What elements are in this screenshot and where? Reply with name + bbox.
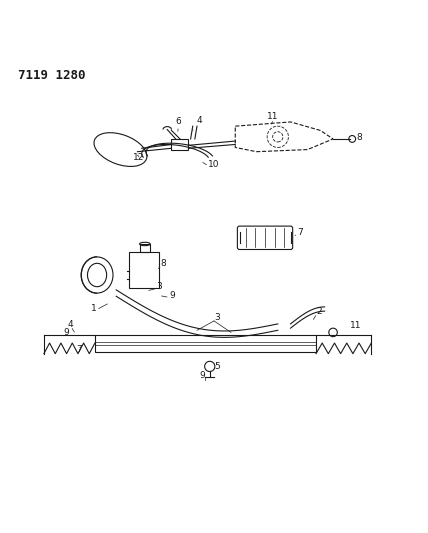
Text: 3: 3 [157, 281, 162, 290]
Text: 4: 4 [67, 320, 73, 329]
Text: 11: 11 [350, 321, 362, 330]
Text: 7: 7 [297, 228, 303, 237]
Text: 10: 10 [208, 160, 219, 169]
Text: 11: 11 [267, 111, 279, 120]
Text: 2: 2 [316, 307, 322, 316]
Text: 5: 5 [214, 361, 220, 370]
Text: 9: 9 [63, 328, 69, 336]
Bar [172, 139, 188, 150]
Bar [140, 244, 150, 252]
Text: 6: 6 [176, 117, 181, 131]
Bar [95, 335, 316, 352]
Text: 8: 8 [357, 133, 362, 142]
Bar [129, 252, 159, 288]
Text: 9: 9 [169, 292, 175, 301]
Text: 7: 7 [76, 344, 82, 353]
Text: 1: 1 [91, 304, 96, 313]
Text: 4: 4 [193, 116, 202, 131]
Text: 12: 12 [133, 153, 145, 162]
Text: 3: 3 [214, 313, 220, 321]
Text: 8: 8 [161, 259, 166, 268]
Text: 9: 9 [199, 371, 205, 380]
Text: 7119 1280: 7119 1280 [18, 69, 86, 82]
